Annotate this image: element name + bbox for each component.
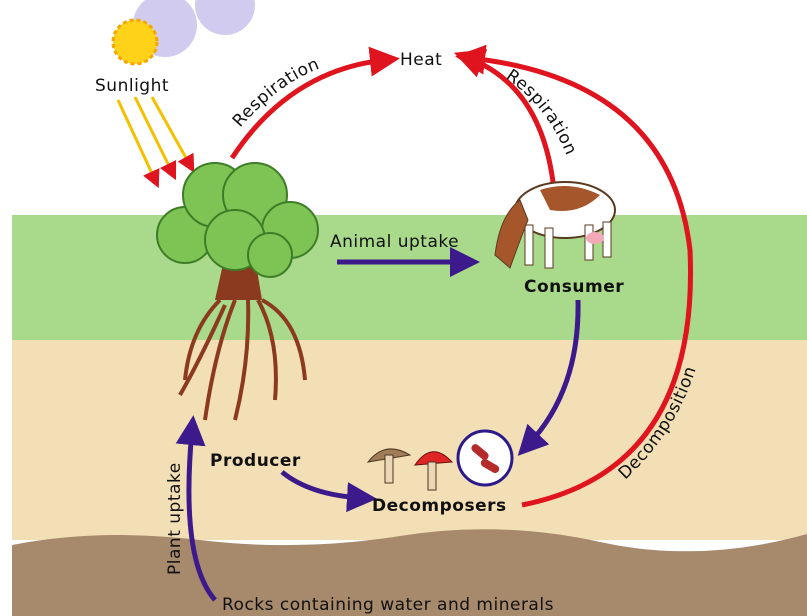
decomposers-label: Decomposers — [372, 496, 507, 516]
respiration-text: Respiration — [229, 54, 323, 131]
respiration-label: Respiration — [502, 66, 581, 159]
sunlight-label: Sunlight — [95, 76, 169, 96]
plant-uptake-label: Plant uptake — [165, 462, 185, 575]
page: Heat Sunlight Producer Consumer Decompos… — [0, 0, 807, 616]
respiration-label: Respiration — [229, 54, 323, 131]
animal-uptake-label: Animal uptake — [330, 232, 459, 252]
plant-uptake-text: Plant uptake — [165, 462, 185, 575]
respiration-text: Respiration — [502, 66, 581, 159]
rocks-label: Rocks containing water and minerals — [222, 595, 554, 615]
diagram: Heat Sunlight Producer Consumer Decompos… — [0, 0, 807, 616]
producer-label: Producer — [210, 451, 301, 471]
consumer-label: Consumer — [524, 277, 624, 297]
heat-label: Heat — [400, 50, 442, 70]
